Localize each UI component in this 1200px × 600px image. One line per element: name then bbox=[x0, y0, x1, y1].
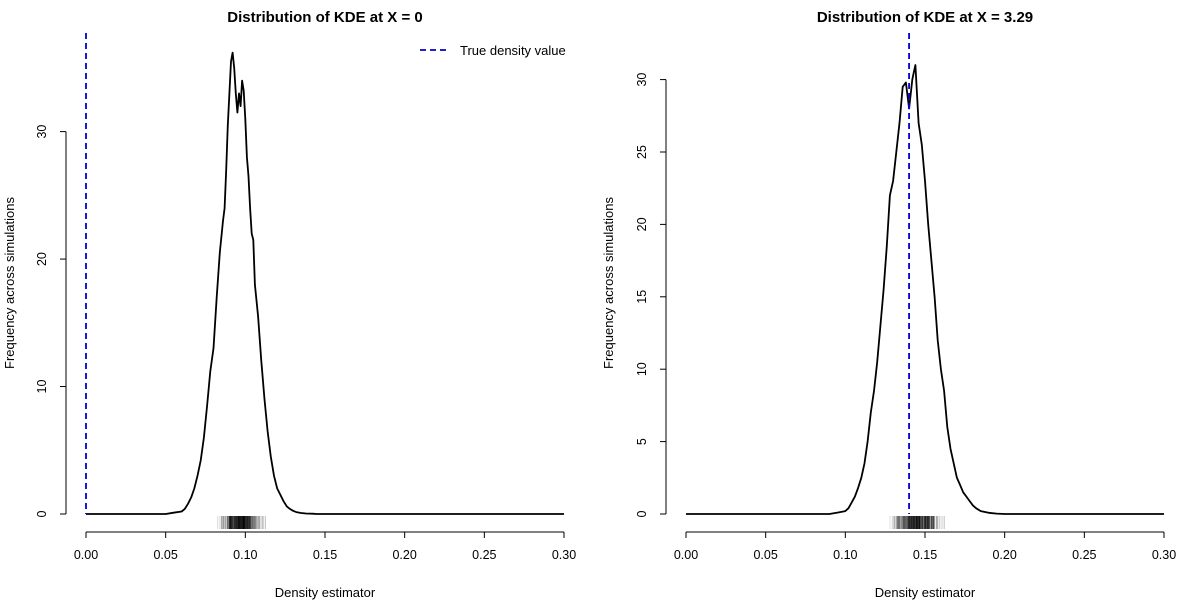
y-axis-title: Frequency across simulations bbox=[2, 197, 17, 369]
legend-label: True density value bbox=[460, 43, 566, 58]
y-tick-label: 25 bbox=[635, 145, 649, 159]
y-tick-label: 10 bbox=[635, 362, 649, 376]
x-tick-label: 0.25 bbox=[472, 548, 496, 562]
x-tick-label: 0.10 bbox=[833, 548, 857, 562]
x-tick-label: 0.05 bbox=[153, 548, 177, 562]
x-tick-label: 0.15 bbox=[313, 548, 337, 562]
y-tick-label: 0 bbox=[635, 510, 649, 517]
chart-title: Distribution of KDE at X = 3.29 bbox=[817, 9, 1033, 26]
legend: True density value bbox=[420, 43, 566, 58]
density-curve-series-1 bbox=[686, 64, 1164, 515]
x-tick-label: 0.10 bbox=[233, 548, 257, 562]
y-tick-label: 30 bbox=[35, 125, 49, 139]
x-axis-title: Density estimator bbox=[875, 585, 976, 600]
rug bbox=[216, 516, 266, 529]
chart-panel-1: Distribution of KDE at X = 0 0.00 0.05 0.10… bbox=[2, 9, 576, 600]
y-tick-label: 20 bbox=[35, 252, 49, 266]
y-tick-label: 0 bbox=[35, 510, 49, 517]
y-axis-title: Frequency across simulations bbox=[601, 197, 616, 369]
y-tick-label: 20 bbox=[635, 217, 649, 231]
y-tick-label: 5 bbox=[635, 438, 649, 445]
x-axis-title: Density estimator bbox=[275, 585, 376, 600]
x-tick-label: 0.25 bbox=[1072, 548, 1096, 562]
x-tick-label: 0.00 bbox=[674, 548, 698, 562]
density-curve-series-1 bbox=[86, 51, 564, 515]
y-tick-label: 10 bbox=[35, 380, 49, 394]
x-tick-label: 0.30 bbox=[552, 548, 576, 562]
y-tick-label: 30 bbox=[635, 73, 649, 87]
x-tick-label: 0.20 bbox=[392, 548, 416, 562]
chart-panel-2: Distribution of KDE at X = 3.29 0.00 0.05 0… bbox=[601, 9, 1176, 600]
chart-title: Distribution of KDE at X = 0 bbox=[227, 9, 422, 26]
x-tick-label: 0.20 bbox=[992, 548, 1016, 562]
x-tick-label: 0.05 bbox=[753, 548, 777, 562]
y-tick-label: 15 bbox=[635, 290, 649, 304]
rug bbox=[889, 516, 945, 529]
x-tick-label: 0.30 bbox=[1152, 548, 1176, 562]
x-tick-label: 0.00 bbox=[74, 548, 98, 562]
x-tick-label: 0.15 bbox=[913, 548, 937, 562]
